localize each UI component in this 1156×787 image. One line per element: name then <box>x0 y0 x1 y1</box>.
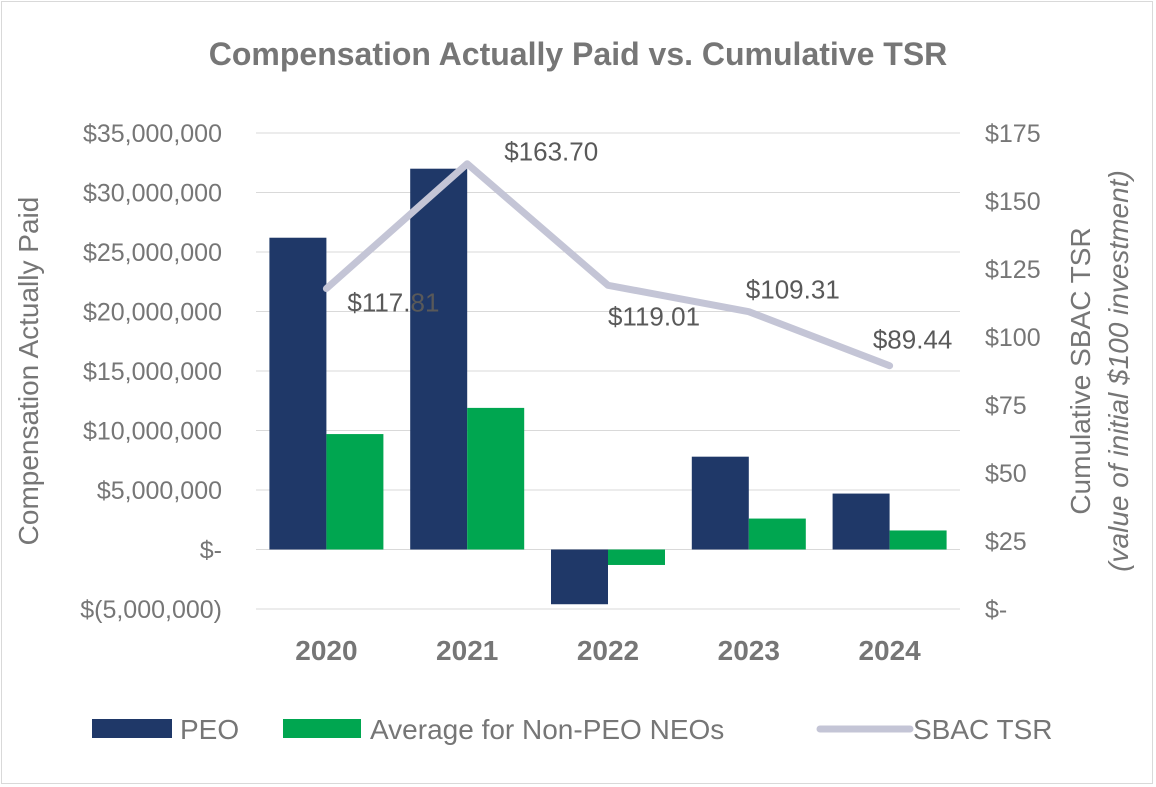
tsr-data-label-2023: $109.31 <box>746 275 840 305</box>
bar-non-peo-2020 <box>326 434 384 550</box>
left-tick-label: $5,000,000 <box>97 477 222 505</box>
category-label-2022: 2022 <box>577 635 639 666</box>
right-tick-label: $125 <box>985 256 1041 284</box>
legend-label-tsr: SBAC TSR <box>913 714 1053 745</box>
left-tick-label: $10,000,000 <box>83 418 222 446</box>
left-tick-label: $20,000,000 <box>83 299 222 327</box>
left-tick-label: $15,000,000 <box>83 358 222 386</box>
right-axis-ticks: $- $25 $50 $75 $100 $125 $150 $175 <box>985 120 1041 624</box>
right-tick-label: $150 <box>985 188 1041 216</box>
right-tick-label: $- <box>985 596 1007 624</box>
category-label-2021: 2021 <box>436 635 498 666</box>
tsr-data-label-2024: $89.44 <box>873 325 953 355</box>
tsr-line <box>322 160 894 370</box>
legend-label-non-peo: Average for Non-PEO NEOs <box>370 714 724 745</box>
left-axis-ticks: $(5,000,000) $- $5,000,000 $10,000,000 $15,0… <box>80 120 222 624</box>
category-labels: 2020 2021 2022 2023 2024 <box>295 635 921 666</box>
left-tick-label: $(5,000,000) <box>80 596 222 624</box>
bar-peo-2020 <box>269 237 327 550</box>
bars <box>269 168 947 605</box>
category-label-2024: 2024 <box>858 635 921 666</box>
right-axis-subtitle: (value of initial $100 investment) <box>1103 170 1134 572</box>
category-label-2023: 2023 <box>718 635 780 666</box>
right-tick-label: $50 <box>985 460 1027 488</box>
right-axis-title: Cumulative SBAC TSR <box>1065 227 1096 514</box>
legend-swatch-non-peo <box>283 719 361 738</box>
chart-title: Compensation Actually Paid vs. Cumulativ… <box>209 36 948 72</box>
left-axis-title: Compensation Actually Paid <box>13 197 44 546</box>
tsr-data-labels: $117.81 $163.70 $119.01 $109.31 $89.44 <box>347 137 952 355</box>
left-tick-label: $- <box>200 537 222 565</box>
tsr-line-layer <box>322 160 894 370</box>
bar-peo-2023 <box>691 456 749 550</box>
bar-non-peo-2021 <box>467 407 525 550</box>
legend-label-peo: PEO <box>180 714 239 745</box>
legend-swatch-peo <box>92 719 172 738</box>
bar-peo-2022 <box>551 549 608 605</box>
tsr-data-label-2022: $119.01 <box>608 301 700 331</box>
bar-non-peo-2024 <box>889 530 947 550</box>
left-tick-label: $30,000,000 <box>83 180 222 208</box>
right-tick-label: $75 <box>985 392 1027 420</box>
left-tick-label: $25,000,000 <box>83 239 222 267</box>
category-label-2020: 2020 <box>295 635 357 666</box>
bar-non-peo-2022 <box>608 549 665 565</box>
tsr-data-label-2021: $163.70 <box>504 137 598 167</box>
left-tick-label: $35,000,000 <box>83 120 222 148</box>
right-tick-label: $100 <box>985 324 1041 352</box>
right-tick-label: $25 <box>985 528 1027 556</box>
bar-non-peo-2023 <box>748 518 806 550</box>
legend: PEO Average for Non-PEO NEOs SBAC TSR <box>92 714 1053 745</box>
bar-peo-2024 <box>832 493 890 550</box>
bar-peo-2021 <box>410 168 468 550</box>
tsr-data-label-2020: $117.81 <box>347 288 439 318</box>
right-tick-label: $175 <box>985 120 1041 148</box>
